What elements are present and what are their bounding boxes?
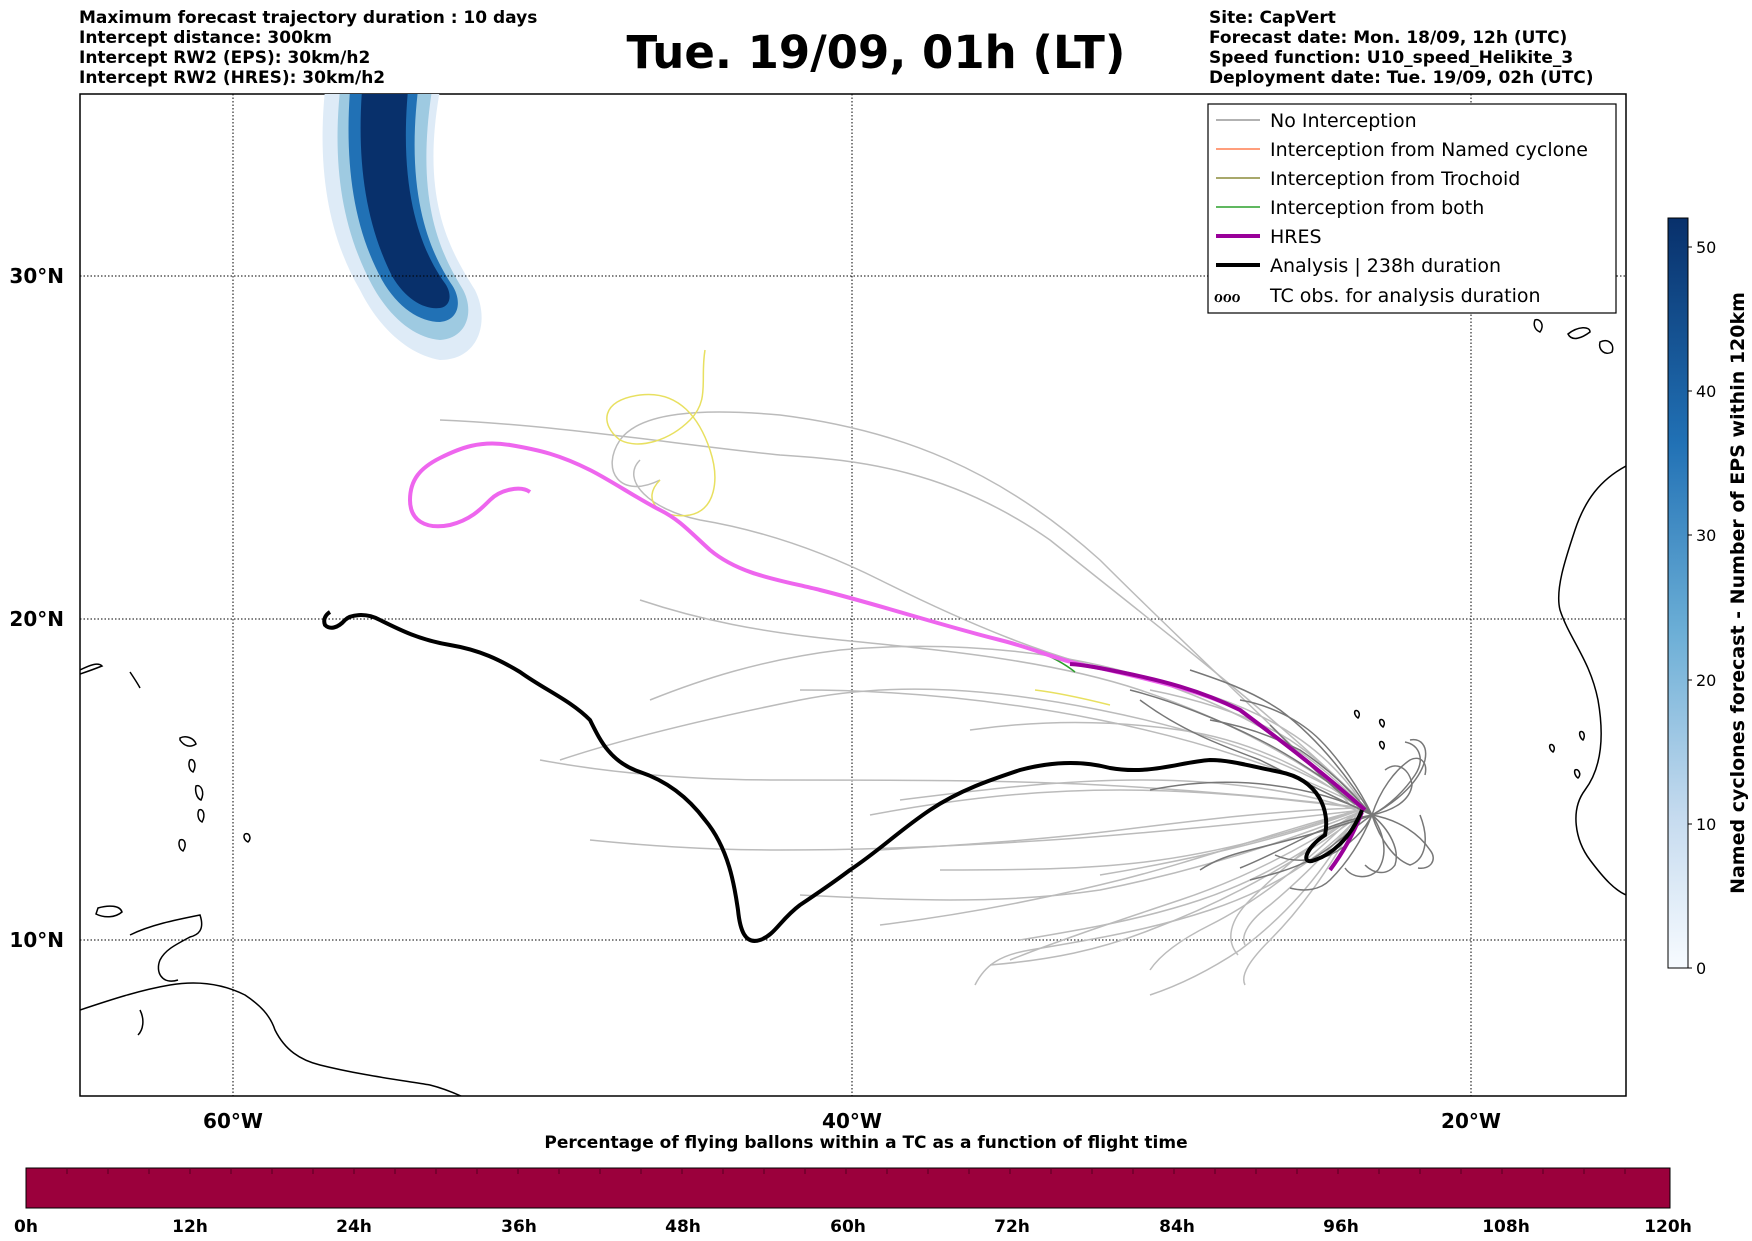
map-lat-labels: 30°N 20°N 10°N xyxy=(9,264,64,952)
rcb-tick-50: 50 xyxy=(1696,238,1716,257)
bottom-colorbar: Percentage of flying ballons within a TC… xyxy=(14,1133,1692,1237)
header-right-line-4: Deployment date: Tue. 19/09, 02h (UTC) xyxy=(1209,68,1594,88)
lat-label-20n: 20°N xyxy=(9,607,64,631)
hres-trajectory-dark xyxy=(1069,662,1367,812)
lon-label-60w: 60°W xyxy=(203,1109,263,1133)
legend-no-interception: No Interception xyxy=(1270,110,1417,132)
bcb-tick-0h: 0h xyxy=(14,1217,38,1237)
header-right-line-2: Forecast date: Mon. 18/09, 12h (UTC) xyxy=(1209,28,1568,48)
bcb-tick-84h: 84h xyxy=(1159,1217,1195,1237)
right-colorbar-ticks: 0 10 20 30 40 50 xyxy=(1688,238,1716,978)
lon-label-40w: 40°W xyxy=(822,1109,882,1133)
bottom-colorbar-title: Percentage of flying ballons within a TC… xyxy=(544,1133,1187,1153)
bcb-tick-36h: 36h xyxy=(501,1217,537,1237)
legend-named-cyclone: Interception from Named cyclone xyxy=(1270,139,1588,161)
bcb-tick-120h: 120h xyxy=(1644,1217,1692,1237)
header-left-line-2: Intercept distance: 300km xyxy=(79,28,332,48)
header-right-line-1: Site: CapVert xyxy=(1209,8,1336,28)
bcb-tick-48h: 48h xyxy=(665,1217,701,1237)
trochoid-trajectory xyxy=(606,349,1111,706)
legend-analysis: Analysis | 238h duration xyxy=(1270,255,1501,277)
legend-trochoid: Interception from Trochoid xyxy=(1270,168,1520,190)
right-colorbar: 0 10 20 30 40 50 Named cyclones forecast… xyxy=(1667,217,1749,978)
bcb-tick-12h: 12h xyxy=(172,1217,208,1237)
lat-label-30n: 30°N xyxy=(9,264,64,288)
rcb-tick-40: 40 xyxy=(1696,382,1716,401)
bcb-tick-96h: 96h xyxy=(1323,1217,1359,1237)
map-legend: No Interception Interception from Named … xyxy=(1207,103,1617,314)
right-colorbar-label: Named cyclones forecast - Number of EPS … xyxy=(1727,292,1749,894)
legend-both: Interception from both xyxy=(1270,197,1484,219)
lon-label-20w: 20°W xyxy=(1441,1109,1501,1133)
coastlines xyxy=(80,318,1626,1096)
header-left-line-1: Maximum forecast trajectory duration : 1… xyxy=(79,8,538,28)
bcb-tick-72h: 72h xyxy=(994,1217,1030,1237)
bottom-colorbar-ticks: 0h 12h 24h 36h 48h 60h 72h 84h 96h 108h … xyxy=(14,1217,1692,1237)
legend-tc-obs-icon: ℴℴℴ xyxy=(1214,285,1241,307)
map-area xyxy=(79,93,1627,1097)
page-title: Tue. 19/09, 01h (LT) xyxy=(626,26,1126,79)
bottom-colorbar-dividers xyxy=(66,1168,1626,1174)
lat-label-10n: 10°N xyxy=(9,928,64,952)
header-right-line-3: Speed function: U10_speed_Helikite_3 xyxy=(1209,48,1574,68)
legend-tc-obs: TC obs. for analysis duration xyxy=(1269,285,1541,307)
legend-hres: HRES xyxy=(1270,226,1322,248)
rcb-tick-30: 30 xyxy=(1696,526,1716,545)
bcb-tick-24h: 24h xyxy=(336,1217,372,1237)
rcb-tick-10: 10 xyxy=(1696,815,1716,834)
rcb-tick-0: 0 xyxy=(1696,959,1706,978)
bcb-tick-108h: 108h xyxy=(1482,1217,1530,1237)
map-lon-labels: 60°W 40°W 20°W xyxy=(203,1109,1501,1133)
rcb-tick-20: 20 xyxy=(1696,671,1716,690)
header-left-line-3: Intercept RW2 (EPS): 30km/h2 xyxy=(79,48,371,68)
analysis-trajectory xyxy=(322,610,1364,943)
header-left-line-4: Intercept RW2 (HRES): 30km/h2 xyxy=(79,68,386,88)
bcb-tick-60h: 60h xyxy=(830,1217,866,1237)
cyclone-density-shading xyxy=(322,94,482,360)
